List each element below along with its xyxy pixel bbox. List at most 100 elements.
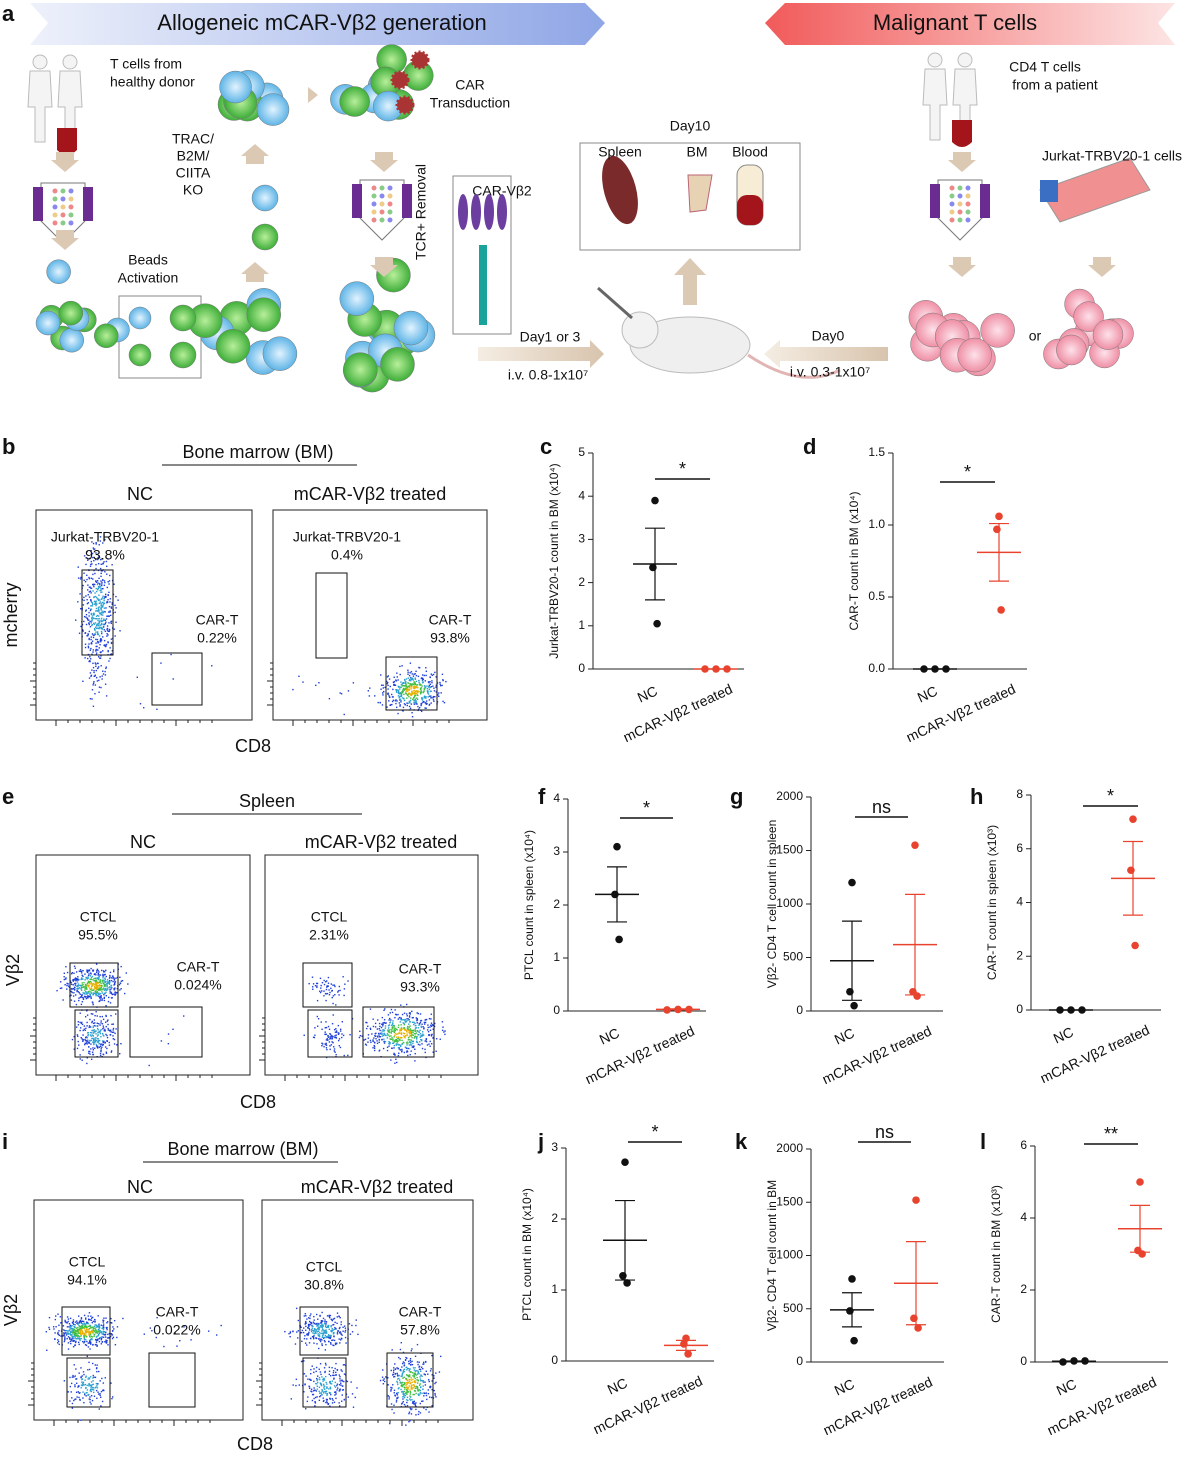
event-dot bbox=[93, 980, 95, 982]
event-dot bbox=[71, 1333, 73, 1336]
event-dot bbox=[86, 1021, 88, 1024]
event-dot bbox=[109, 1335, 112, 1338]
event-dot bbox=[428, 699, 431, 701]
event-dot bbox=[82, 1324, 84, 1326]
event-dot bbox=[106, 565, 108, 568]
event-dot bbox=[326, 1400, 328, 1402]
event-dot bbox=[402, 690, 404, 692]
event-dot bbox=[86, 619, 89, 621]
event-dot bbox=[313, 1329, 315, 1332]
event-dot bbox=[425, 695, 427, 698]
event-dot bbox=[433, 1375, 435, 1377]
event-dot bbox=[411, 691, 413, 693]
event-dot bbox=[437, 694, 439, 696]
event-dot bbox=[73, 1399, 75, 1402]
event-dot bbox=[321, 990, 323, 992]
event-dot bbox=[99, 624, 101, 626]
event-dot bbox=[334, 1342, 337, 1344]
event-dot bbox=[432, 1028, 434, 1030]
event-dot bbox=[394, 1062, 396, 1064]
event-dot bbox=[58, 1330, 60, 1332]
event-dot bbox=[101, 597, 104, 599]
event-dot bbox=[120, 1043, 122, 1045]
event-dot bbox=[88, 1341, 91, 1344]
event-dot bbox=[408, 705, 411, 708]
event-dot bbox=[92, 994, 94, 996]
event-dot bbox=[426, 685, 428, 687]
event-dot bbox=[58, 1343, 60, 1346]
cell bbox=[1092, 319, 1124, 350]
event-dot bbox=[102, 670, 104, 672]
event-dot bbox=[92, 1380, 94, 1382]
event-dot bbox=[54, 1318, 57, 1321]
event-dot bbox=[404, 1018, 406, 1021]
event-dot bbox=[98, 1046, 101, 1049]
event-dot bbox=[318, 1322, 320, 1325]
event-dot bbox=[102, 604, 104, 607]
event-dot bbox=[92, 1039, 95, 1042]
event-dot bbox=[304, 1321, 307, 1324]
event-dot bbox=[397, 691, 399, 694]
event-dot bbox=[317, 1325, 319, 1327]
event-dot bbox=[98, 974, 100, 976]
event-dot bbox=[337, 1387, 339, 1389]
event-dot bbox=[328, 1315, 330, 1318]
event-dot bbox=[432, 673, 435, 676]
event-dot bbox=[373, 1049, 376, 1052]
event-dot bbox=[97, 982, 100, 984]
event-dot bbox=[406, 702, 408, 704]
event-dot bbox=[70, 999, 73, 1001]
event-dot bbox=[324, 1331, 326, 1333]
event-dot bbox=[403, 699, 406, 702]
event-dot bbox=[311, 1365, 313, 1367]
event-dot bbox=[95, 626, 97, 628]
event-dot bbox=[336, 1384, 338, 1387]
event-dot bbox=[387, 1025, 390, 1027]
event-dot bbox=[419, 692, 422, 694]
event-dot bbox=[85, 1040, 88, 1042]
event-dot bbox=[399, 704, 401, 706]
event-dot bbox=[392, 1030, 394, 1033]
event-dot bbox=[97, 589, 99, 591]
event-dot bbox=[396, 1394, 399, 1396]
event-dot bbox=[310, 1390, 313, 1393]
event-dot bbox=[100, 1043, 102, 1045]
event-dot bbox=[386, 1046, 389, 1048]
event-dot bbox=[53, 1328, 55, 1330]
sem-bar bbox=[645, 527, 665, 601]
event-dot bbox=[321, 1320, 323, 1322]
bone-icon bbox=[687, 174, 713, 213]
event-dot bbox=[87, 997, 89, 999]
event-dot bbox=[71, 1331, 73, 1333]
event-dot bbox=[104, 1028, 106, 1031]
event-dot bbox=[90, 1403, 92, 1405]
event-dot bbox=[419, 1021, 422, 1024]
event-dot bbox=[87, 1032, 89, 1034]
event-dot bbox=[86, 1355, 88, 1358]
event-dot bbox=[90, 981, 92, 983]
event-dot bbox=[330, 1343, 332, 1345]
event-dot bbox=[388, 1029, 391, 1031]
event-dot bbox=[419, 1029, 421, 1032]
event-dot bbox=[87, 1325, 90, 1328]
event-dot bbox=[390, 1024, 393, 1026]
event-dot bbox=[92, 1329, 95, 1332]
event-dot bbox=[421, 1043, 423, 1045]
event-dot bbox=[85, 977, 87, 979]
event-dot bbox=[412, 1387, 414, 1389]
event-dot bbox=[87, 1322, 89, 1325]
event-dot bbox=[92, 651, 94, 653]
event-dot bbox=[88, 1042, 90, 1044]
event-dot bbox=[94, 602, 97, 604]
event-dot bbox=[86, 1025, 88, 1027]
event-dot bbox=[89, 1340, 91, 1342]
event-dot bbox=[97, 1334, 100, 1336]
event-dot bbox=[91, 1051, 94, 1053]
event-dot bbox=[95, 542, 97, 544]
event-dot bbox=[381, 1038, 383, 1041]
event-dot bbox=[423, 1407, 425, 1409]
event-dot bbox=[408, 1370, 410, 1372]
event-dot bbox=[387, 1377, 389, 1379]
y-tick-label: 500 bbox=[783, 1301, 803, 1315]
event-dot bbox=[328, 1041, 331, 1043]
